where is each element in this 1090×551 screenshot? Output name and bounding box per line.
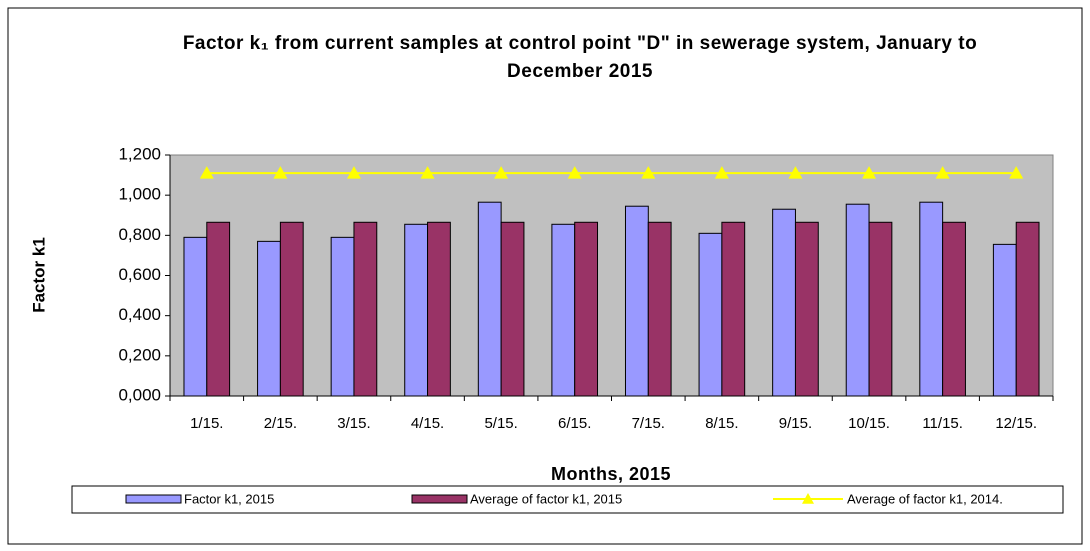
bar bbox=[353, 221, 378, 397]
marker bbox=[788, 166, 803, 179]
bar bbox=[942, 221, 966, 397]
x-tick-label: 5/15. bbox=[484, 415, 517, 432]
x-tick-label: 7/15. bbox=[632, 415, 665, 432]
marker bbox=[494, 166, 509, 179]
bar bbox=[992, 243, 1017, 397]
bar bbox=[206, 221, 231, 397]
marker bbox=[862, 166, 877, 179]
bar bbox=[919, 201, 944, 397]
legend-swatch bbox=[125, 494, 182, 504]
chart-title: Factor k₁ from current samples at contro… bbox=[182, 33, 978, 82]
legend-marker bbox=[802, 493, 814, 504]
bar bbox=[404, 223, 429, 397]
marker bbox=[567, 166, 582, 179]
y-tick-label: 0,400 bbox=[118, 305, 161, 324]
y-tick-label: 1,000 bbox=[118, 185, 161, 204]
bar bbox=[868, 221, 893, 397]
marker bbox=[714, 166, 729, 179]
bar bbox=[574, 221, 599, 397]
x-tick-label: 12/15. bbox=[995, 415, 1037, 432]
bar bbox=[624, 205, 649, 397]
bar bbox=[551, 223, 576, 397]
plot-area bbox=[169, 154, 1054, 397]
x-tick-label: 10/15. bbox=[848, 415, 890, 432]
legend-label: Factor k1, 2015 bbox=[184, 491, 274, 506]
legend-box bbox=[71, 485, 1064, 514]
bar bbox=[721, 221, 746, 397]
x-tick-label: 3/15. bbox=[337, 415, 370, 432]
bar bbox=[330, 236, 355, 397]
bar bbox=[794, 221, 819, 397]
x-axis-label: Months, 2015 bbox=[551, 464, 671, 484]
y-tick-label: 0,000 bbox=[118, 385, 161, 404]
bar bbox=[772, 208, 796, 397]
y-tick-label: 0,200 bbox=[118, 345, 161, 364]
bar bbox=[1015, 221, 1040, 397]
legend-label: Average of factor k1, 2015 bbox=[470, 491, 622, 506]
x-tick-label: 4/15. bbox=[411, 415, 444, 432]
bar bbox=[500, 221, 525, 397]
marker bbox=[273, 166, 288, 179]
x-tick-label: 11/15. bbox=[922, 415, 963, 432]
y-tick-label: 0,800 bbox=[118, 225, 161, 244]
bar bbox=[279, 221, 304, 397]
y-axis-label: Factor k1 bbox=[29, 237, 48, 313]
marker bbox=[199, 166, 214, 179]
marker bbox=[420, 166, 435, 179]
x-tick-label: 6/15. bbox=[558, 415, 591, 432]
marker bbox=[1009, 166, 1024, 179]
bar bbox=[427, 221, 451, 397]
bar bbox=[698, 232, 723, 397]
y-tick-label: 0,600 bbox=[118, 265, 161, 284]
bar bbox=[647, 221, 672, 397]
y-tick-label: 1,200 bbox=[118, 144, 161, 163]
marker bbox=[346, 166, 361, 179]
x-tick-label: 9/15. bbox=[779, 415, 812, 432]
bar bbox=[477, 201, 502, 397]
x-tick-label: 8/15. bbox=[705, 415, 738, 432]
marker bbox=[935, 166, 950, 179]
legend-swatch bbox=[411, 494, 468, 504]
x-tick-label: 2/15. bbox=[264, 415, 297, 432]
marker bbox=[641, 166, 656, 179]
bar bbox=[845, 203, 870, 397]
x-tick-label: 1/15. bbox=[190, 415, 223, 432]
legend-label: Average of factor k1, 2014. bbox=[847, 491, 1003, 506]
bar bbox=[183, 236, 208, 397]
bar bbox=[257, 240, 281, 397]
